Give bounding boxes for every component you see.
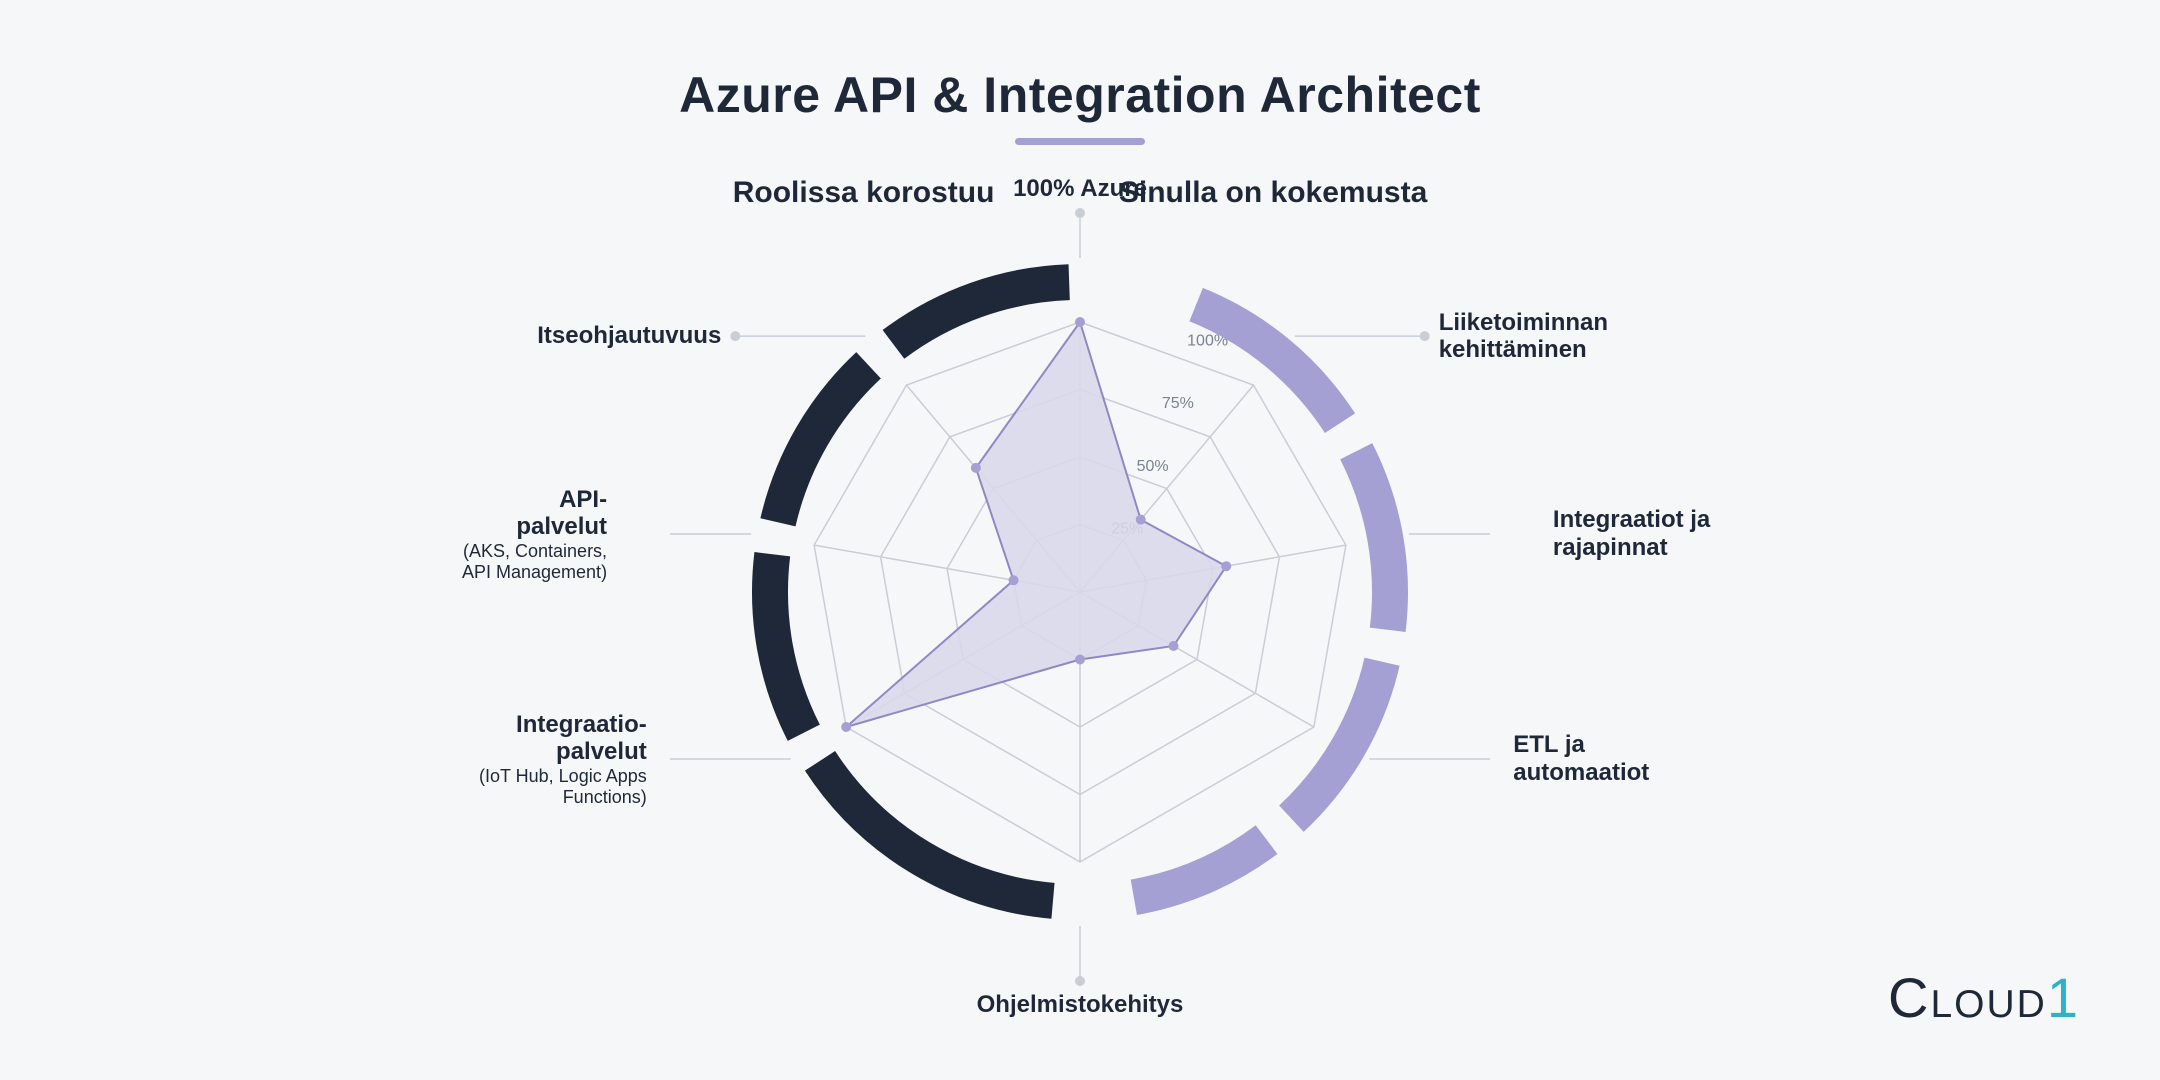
axis-label-api_palv: API-palvelut(AKS, Containers,API Managem…: [462, 486, 607, 583]
axis-label-integ_palv: Integraatio-palvelut(IoT Hub, Logic Apps…: [479, 711, 647, 808]
logo-text: Cloud: [1888, 966, 2047, 1029]
brand-logo: Cloud1: [1888, 965, 2080, 1030]
page-title: Azure API & Integration Architect: [0, 66, 2160, 124]
axis-label-integ_raja: Integraatiot jarajapinnat: [1553, 506, 1710, 561]
axis-label-itseo: Itseohjautuvuus: [537, 322, 721, 350]
axis-label-ohjelmisto: Ohjelmistokehitys: [977, 991, 1184, 1019]
axis-label-etl: ETL jaautomaatiot: [1513, 731, 1649, 786]
svg-text:75%: 75%: [1162, 395, 1194, 412]
axis-label-azure: 100% Azure: [1013, 175, 1147, 203]
logo-accent: 1: [2047, 966, 2080, 1029]
title-underline: [1015, 138, 1145, 145]
radar-chart: 25%50%75%100%: [670, 200, 1490, 1020]
svg-text:50%: 50%: [1137, 458, 1169, 475]
axis-label-liike: Liiketoiminnankehittäminen: [1439, 309, 1608, 364]
